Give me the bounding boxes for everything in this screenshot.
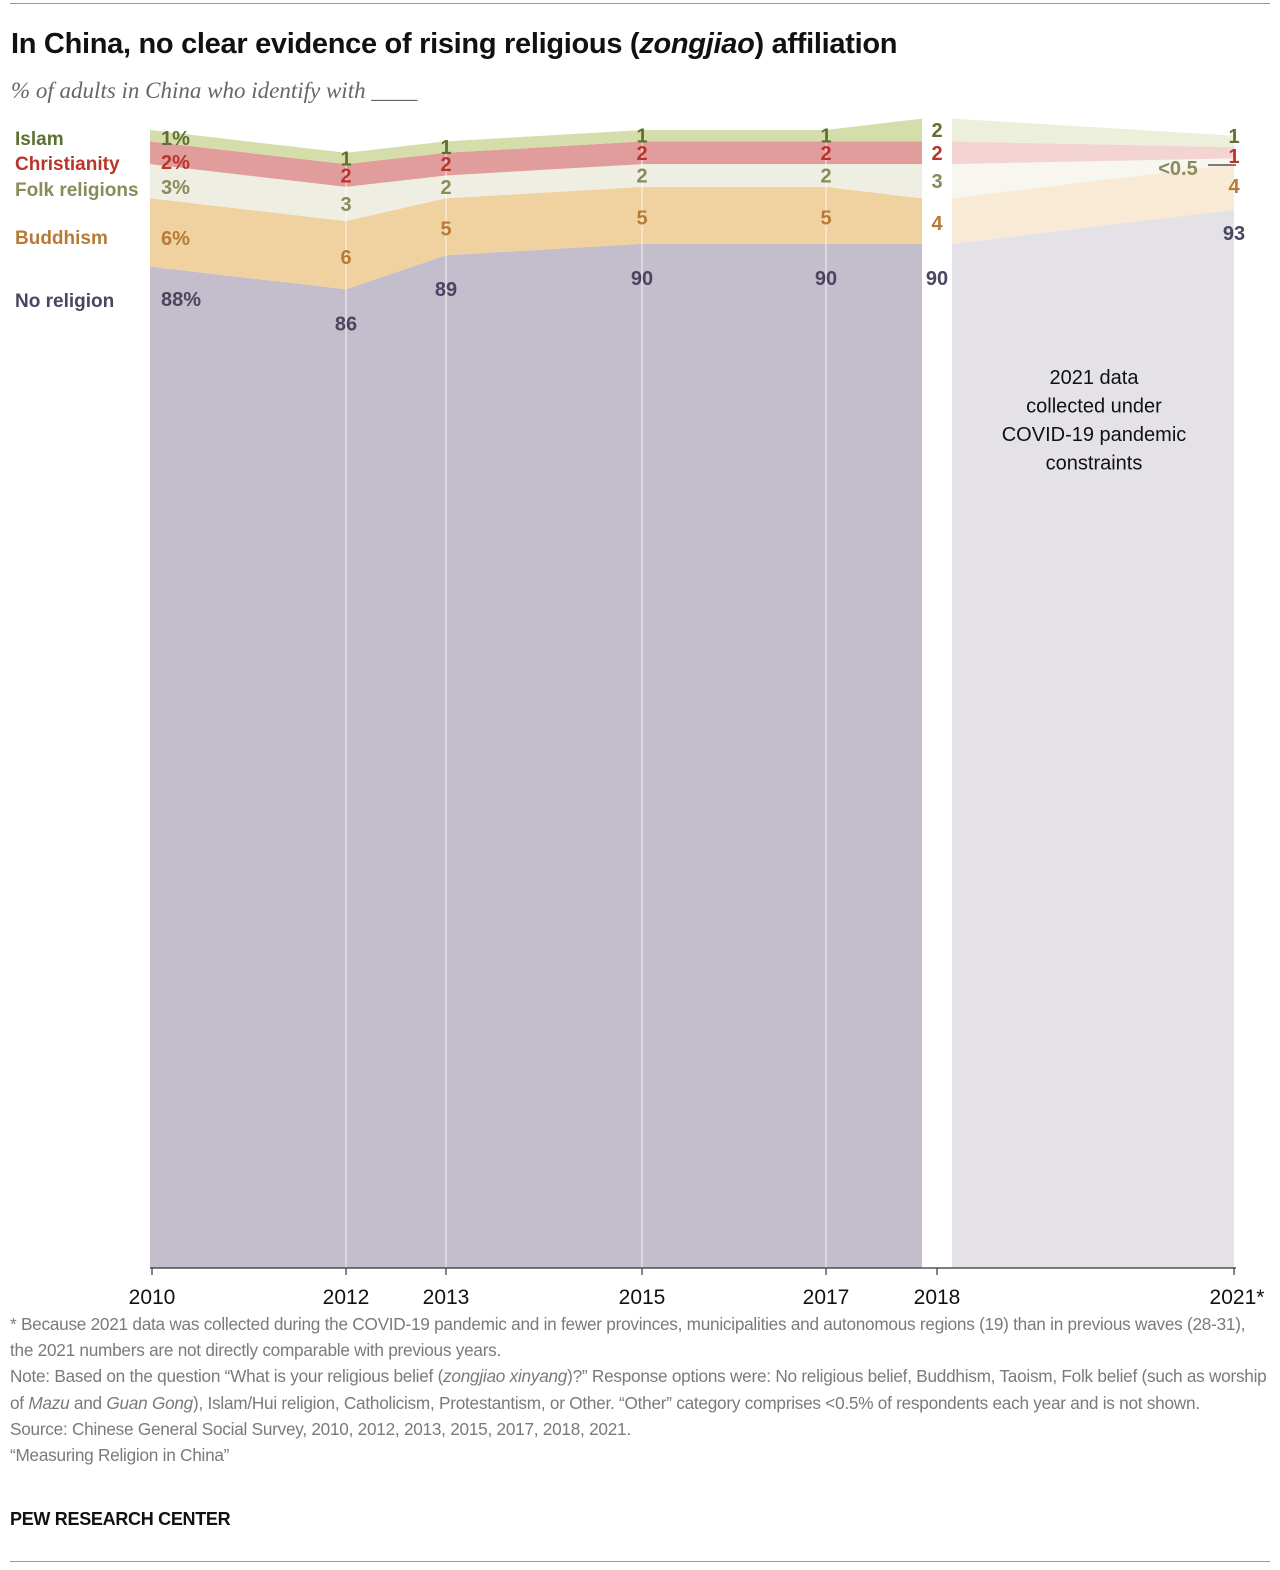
area-2021-no-religion [952, 209, 1234, 1269]
value-label-no-religion-2018: 90 [926, 268, 948, 290]
source-note: Source: Chinese General Social Survey, 2… [10, 1418, 631, 1439]
chart-subtitle: % of adults in China who identify with _… [11, 78, 418, 103]
brand-logo-text: PEW RESEARCH CENTER [10, 1509, 231, 1529]
stacked-area-chart: 2010 2012 2013 2015 2017 2018 2021* No religion… [15, 118, 1265, 1309]
report-title: “Measuring Religion in China” [10, 1445, 230, 1466]
value-label-islam-2013: 1 [440, 137, 451, 159]
legend-label-no-religion: No religion [15, 291, 114, 312]
x-tick-label-2013: 2013 [423, 1286, 470, 1309]
x-tick-label-2017: 2017 [803, 1286, 850, 1309]
value-label-buddhism-2015: 5 [636, 207, 647, 229]
x-tick-label-2015: 2015 [619, 1286, 666, 1309]
legend-label-christianity: Christianity [15, 154, 120, 175]
asterisk-note: * Because 2021 data was collected during… [10, 1314, 1246, 1361]
bottom-rule [10, 1561, 1270, 1562]
value-label-folk-religions-2017: 2 [820, 166, 831, 188]
value-label-folk-religions-2010: 3% [161, 177, 190, 199]
value-label-islam-2010: 1% [161, 128, 190, 150]
value-label-islam-2017: 1 [820, 126, 831, 148]
value-label-buddhism-2012: 6 [340, 247, 351, 269]
value-label-buddhism-2013: 5 [440, 219, 451, 241]
annotation-line: COVID-19 pandemic [1002, 424, 1187, 446]
value-label-no-religion-2013: 89 [435, 279, 457, 301]
area-no-religion [150, 243, 922, 1268]
value-label-buddhism-2021: 4 [1228, 176, 1240, 198]
value-label-christianity-2018: 2 [931, 143, 942, 165]
method-note: Note: Based on the question “What is you… [10, 1366, 1267, 1413]
chart-title: In China, no clear evidence of rising re… [11, 28, 897, 61]
footnotes: * Because 2021 data was collected during… [10, 1311, 1270, 1468]
area-folk-religions [150, 164, 922, 221]
area-islam [150, 118, 922, 165]
value-label-folk-religions-2013: 2 [440, 177, 451, 199]
value-label-no-religion-2015: 90 [631, 268, 653, 290]
x-tick-label-2018: 2018 [914, 1286, 961, 1309]
legend-label-islam: Islam [15, 129, 64, 150]
area-2021-buddhism [952, 164, 1234, 244]
value-label-no-religion-2012: 86 [335, 313, 357, 335]
area-buddhism [150, 186, 922, 290]
value-label-christianity-2013: 2 [440, 154, 451, 176]
value-label-islam-2012: 1 [340, 148, 351, 170]
area-2021-christianity [952, 141, 1234, 165]
top-rule [10, 3, 1270, 4]
area-2021-islam [952, 118, 1234, 148]
x-tick-label-2021: 2021* [1210, 1286, 1265, 1309]
title-text-end: ) affiliation [754, 28, 898, 60]
value-label-islam-2018: 2 [931, 120, 942, 142]
value-label-islam-2015: 1 [636, 126, 647, 148]
value-label-christianity-2021: 1 [1228, 146, 1239, 168]
value-label-buddhism-2017: 5 [820, 207, 831, 229]
title-text: In China, no clear evidence of rising re… [11, 28, 640, 60]
title-italic-term: zongjiao [639, 28, 755, 60]
x-tick-label-2010: 2010 [129, 1286, 176, 1309]
value-label-christianity-2010: 2% [161, 152, 190, 174]
area-christianity [150, 141, 922, 187]
legend-label-folk-religions: Folk religions [15, 180, 139, 201]
annotation-line: constraints [1046, 453, 1143, 475]
value-label-christianity-2012: 2 [340, 166, 351, 188]
value-label-islam-2021: 1 [1228, 126, 1239, 148]
value-label-christianity-2015: 2 [636, 143, 647, 165]
value-label-folk-religions-2018: 3 [931, 171, 942, 193]
value-label-buddhism-2018: 4 [931, 213, 943, 235]
x-tick-label-2012: 2012 [323, 1286, 370, 1309]
value-label-folk-religions-2015: 2 [636, 166, 647, 188]
area-2021-folk-religions [952, 158, 1234, 199]
annotation-line: collected under [1026, 396, 1162, 418]
value-label-buddhism-2010: 6% [161, 228, 190, 250]
value-label-no-religion-2010: 88% [161, 289, 201, 311]
annotation-line: 2021 data [1050, 367, 1140, 389]
value-label-no-religion-2021: 93 [1223, 223, 1245, 245]
value-label-christianity-2017: 2 [820, 143, 831, 165]
value-label-no-religion-2017: 90 [815, 268, 837, 290]
value-label-folk-religions-2012: 3 [340, 194, 351, 216]
legend-label-buddhism: Buddhism [15, 228, 108, 249]
value-label-folk-religions-2021: <0.5 [1158, 158, 1197, 180]
